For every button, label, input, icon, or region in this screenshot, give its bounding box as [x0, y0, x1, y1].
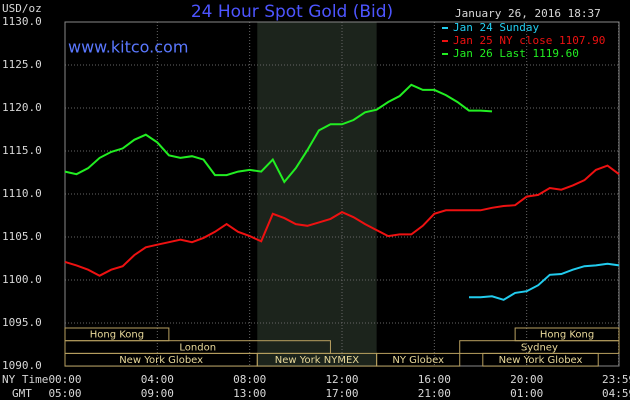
y-axis-label: USD/oz: [2, 2, 42, 15]
session-label: New York NYMEX: [275, 355, 360, 366]
session-label: NY Globex: [392, 355, 444, 366]
series-line: [64, 164, 620, 277]
x2-tick-label: 01:00: [510, 387, 543, 400]
session-label: Hong Kong: [90, 330, 144, 341]
x2-tick-label: 09:00: [141, 387, 174, 400]
y-tick-label: 1110.0: [2, 187, 42, 200]
session-box: [482, 352, 599, 367]
y-tick-label: 1100.0: [2, 273, 42, 286]
x-tick-label: 12:00: [325, 373, 358, 386]
timestamp: January 26, 2016 18:37: [455, 7, 601, 20]
legend-label: Jan 25 NY close 1107.90: [453, 34, 605, 47]
y-tick-label: 1090.0: [2, 359, 42, 372]
session-label: Hong Kong: [540, 330, 594, 341]
x-tick-label: 23:59: [602, 373, 630, 386]
x-tick-label: 04:00: [141, 373, 174, 386]
x2-tick-label: 04:59: [602, 387, 630, 400]
y-tick-label: 1095.0: [2, 316, 42, 329]
series-line: [64, 83, 493, 184]
x2-tick-label: 05:00: [48, 387, 81, 400]
series-line: [469, 262, 620, 301]
session-label: Sydney: [521, 342, 558, 353]
y-tick-label: 1105.0: [2, 230, 42, 243]
session-label: London: [179, 342, 216, 353]
y-tick-label: 1115.0: [2, 144, 42, 157]
x-tick-label: 00:00: [48, 373, 81, 386]
x2-tick-label: 21:00: [418, 387, 451, 400]
x2-axis-label: GMT: [12, 387, 32, 400]
legend-label: Jan 26 Last 1119.60: [453, 47, 579, 60]
x-tick-label: 16:00: [418, 373, 451, 386]
y-tick-label: 1130.0: [2, 15, 42, 28]
session-label: New York Globex: [119, 355, 203, 366]
site-url: www.kitco.com: [68, 38, 188, 57]
x2-tick-label: 13:00: [233, 387, 266, 400]
legend-label: Jan 24 Sunday: [453, 21, 539, 34]
x-tick-label: 20:00: [510, 373, 543, 386]
y-tick-label: 1125.0: [2, 58, 42, 71]
x-axis-label: NY Time: [2, 373, 48, 386]
x-tick-label: 08:00: [233, 373, 266, 386]
y-tick-label: 1120.0: [2, 101, 42, 114]
x2-tick-label: 17:00: [325, 387, 358, 400]
session-box: [376, 352, 461, 367]
session-label: New York Globex: [499, 355, 583, 366]
chart-title: 24 Hour Spot Gold (Bid): [191, 2, 393, 22]
